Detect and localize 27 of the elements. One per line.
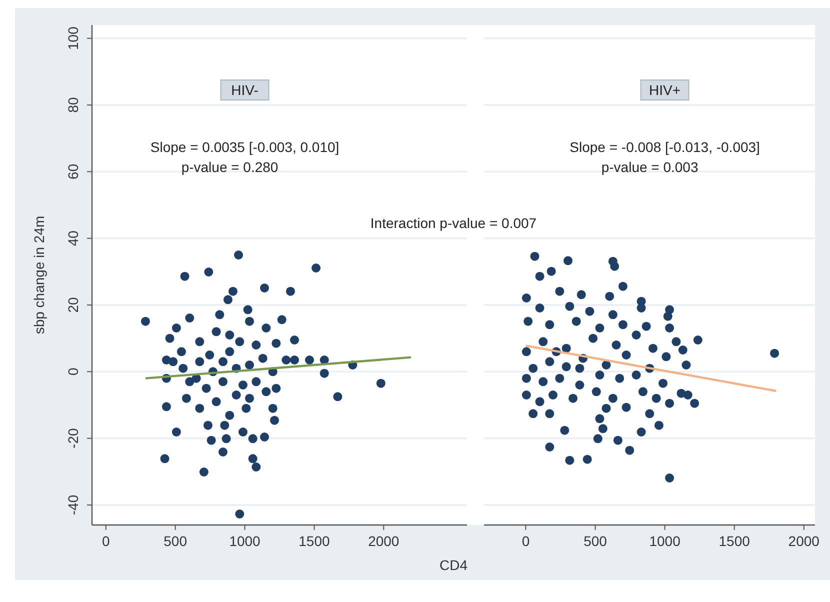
x-tick-label: 500 — [164, 533, 188, 549]
x-tick-label: 2000 — [368, 533, 400, 549]
y-tick-label: 0 — [65, 368, 81, 376]
x-tick-label: 0 — [522, 533, 530, 549]
x-tick-label: 500 — [584, 533, 608, 549]
text: HIV- — [231, 82, 259, 98]
y-axis-title: sbp change in 24m — [31, 216, 47, 334]
x-axis-title: CD4 — [439, 557, 468, 573]
x-tick-label: 1500 — [298, 533, 330, 549]
annotation: p-value = 0.003 — [601, 159, 698, 175]
y-tick-label: 60 — [65, 164, 81, 180]
annotation: Interaction p-value = 0.007 — [370, 215, 537, 231]
y-tick-label: 40 — [65, 230, 81, 246]
annotation: p-value = 0.280 — [181, 159, 278, 175]
annotation: Slope = 0.0035 [-0.003, 0.010] — [150, 139, 340, 155]
y-tick-label: 20 — [65, 297, 81, 313]
x-tick-label: 2000 — [788, 533, 820, 549]
y-tick-label: 80 — [65, 97, 81, 113]
x-tick-label: 1000 — [649, 533, 681, 549]
x-tick-label: 1500 — [718, 533, 750, 549]
x-tick-label: 0 — [102, 533, 110, 549]
y-tick-label: -20 — [65, 428, 81, 448]
y-tick-label: 100 — [65, 26, 81, 50]
x-tick-label: 1000 — [229, 533, 261, 549]
y-tick-label: -40 — [65, 494, 81, 516]
annotation: Slope = -0.008 [-0.013, -0.003] — [570, 139, 760, 155]
text: HIV+ — [649, 82, 681, 98]
